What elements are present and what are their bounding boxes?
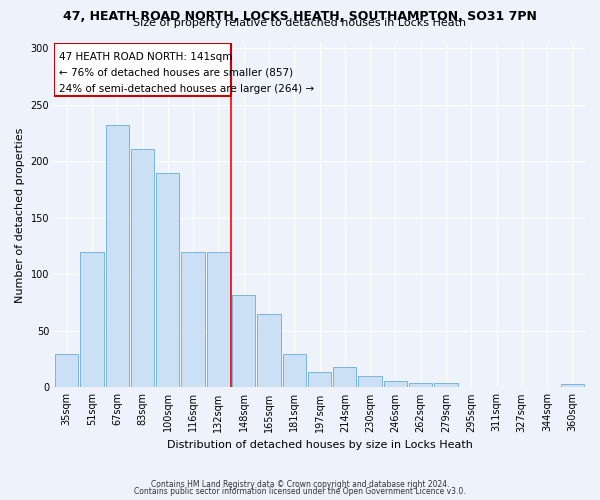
Text: 24% of semi-detached houses are larger (264) →: 24% of semi-detached houses are larger (… <box>59 84 314 94</box>
Text: Size of property relative to detached houses in Locks Heath: Size of property relative to detached ho… <box>133 18 467 28</box>
Text: Contains HM Land Registry data © Crown copyright and database right 2024.: Contains HM Land Registry data © Crown c… <box>151 480 449 489</box>
Bar <box>181 252 205 388</box>
Bar <box>283 354 306 388</box>
Bar <box>384 380 407 388</box>
FancyBboxPatch shape <box>54 42 231 96</box>
Bar <box>232 294 256 388</box>
Bar <box>156 172 179 388</box>
Bar <box>434 383 458 388</box>
Text: 47 HEATH ROAD NORTH: 141sqm: 47 HEATH ROAD NORTH: 141sqm <box>59 52 232 62</box>
Text: Contains public sector information licensed under the Open Government Licence v3: Contains public sector information licen… <box>134 487 466 496</box>
Bar <box>131 149 154 388</box>
Bar <box>308 372 331 388</box>
X-axis label: Distribution of detached houses by size in Locks Heath: Distribution of detached houses by size … <box>167 440 472 450</box>
Bar <box>561 384 584 388</box>
Bar <box>207 252 230 388</box>
Bar <box>80 252 104 388</box>
Y-axis label: Number of detached properties: Number of detached properties <box>15 128 25 302</box>
Bar <box>257 314 281 388</box>
Text: ← 76% of detached houses are smaller (857): ← 76% of detached houses are smaller (85… <box>59 68 293 78</box>
Bar <box>358 376 382 388</box>
Bar <box>106 125 129 388</box>
Bar <box>55 354 79 388</box>
Text: 47, HEATH ROAD NORTH, LOCKS HEATH, SOUTHAMPTON, SO31 7PN: 47, HEATH ROAD NORTH, LOCKS HEATH, SOUTH… <box>63 10 537 23</box>
Bar <box>409 383 432 388</box>
Bar <box>333 367 356 388</box>
